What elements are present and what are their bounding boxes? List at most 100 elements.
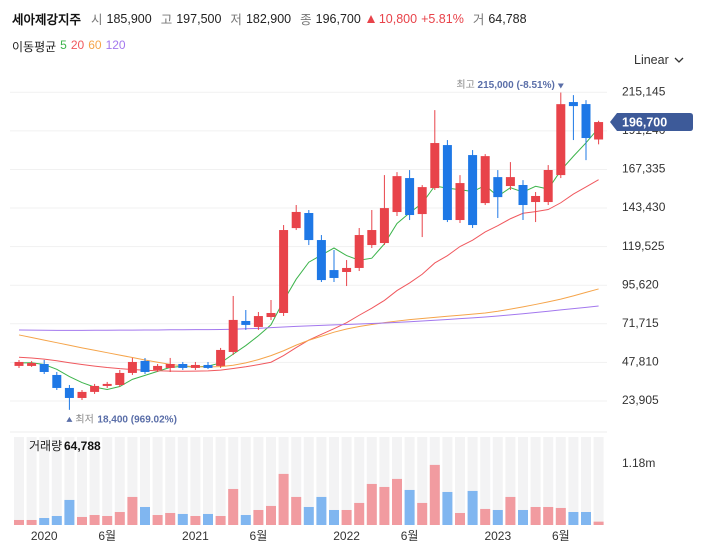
volume-bar [505, 496, 516, 525]
y-tick-label: 215,145 [622, 84, 666, 98]
volume-label: 거 [472, 13, 485, 27]
volume-bar [215, 515, 226, 525]
volume-bar [77, 516, 87, 525]
volume-bg [127, 437, 138, 525]
volume-bg [26, 437, 37, 525]
volume-bar [14, 519, 24, 525]
volume-bg [215, 437, 226, 525]
volume-bg [417, 437, 428, 525]
volume-bg [266, 437, 276, 525]
candle-body [367, 230, 377, 246]
volume-bar [392, 478, 402, 525]
ma-line [18, 288, 599, 368]
volume-bar [303, 506, 314, 525]
volume-bg [39, 437, 50, 525]
volume-bar [89, 515, 100, 525]
candle-body [329, 270, 339, 278]
volume-bg [555, 437, 566, 525]
candle-body [354, 235, 364, 268]
x-tick-label: 2023 [484, 529, 511, 543]
volume-bg [467, 437, 478, 525]
volume-bar [366, 483, 377, 525]
volume-bar [568, 512, 579, 525]
candle-body [405, 178, 415, 216]
volume-bg [228, 437, 239, 525]
volume-title-value: 64,788 [64, 439, 101, 453]
x-tick-label: 2022 [333, 529, 360, 543]
volume-bar [329, 509, 339, 525]
volume-bg [530, 437, 541, 525]
volume-bar [177, 513, 188, 525]
volume-bg [442, 437, 453, 525]
volume-bg [366, 437, 377, 525]
volume-bg [89, 437, 100, 525]
volume-bar [291, 496, 302, 525]
ma-line [18, 305, 599, 331]
candle-body [531, 195, 541, 203]
volume-bg [190, 437, 201, 525]
volume-bar [543, 506, 554, 525]
volume-bar [64, 499, 75, 525]
volume-bg [203, 437, 213, 525]
price-tag-label: 196,700 [622, 115, 667, 129]
y-tick-label: 23,905 [622, 393, 659, 407]
low-marker [66, 416, 73, 422]
y-tick-label: 143,430 [622, 200, 666, 214]
high-label: 고 [160, 13, 173, 27]
scale-control[interactable]: Linear [634, 53, 684, 67]
volume-bg [518, 437, 528, 525]
volume-bg [51, 437, 62, 525]
volume-bar [530, 506, 541, 525]
volume-bg [341, 437, 352, 525]
y-tick-label: 47,810 [622, 355, 659, 369]
y-tick-label: 119,525 [622, 239, 665, 253]
candle-body [52, 374, 62, 388]
volume-bg [177, 437, 188, 525]
scale-label[interactable]: Linear [634, 53, 669, 67]
volume-bar [316, 496, 327, 525]
candle-body [430, 143, 440, 189]
volume-bar [228, 488, 239, 525]
candle-body [64, 387, 74, 398]
candle-body [505, 177, 515, 187]
change-pct: +5.81% [421, 11, 464, 26]
candle-body [279, 230, 289, 313]
volume-bg [480, 437, 491, 525]
candle-body [594, 122, 604, 140]
candle-body [291, 211, 301, 229]
candle-body [127, 361, 137, 373]
volume-bg [455, 437, 465, 525]
volume-bar [518, 509, 528, 525]
volume-bar [417, 502, 428, 525]
candle-body [480, 156, 490, 204]
up-icon [366, 14, 375, 23]
volume-bg [505, 437, 516, 525]
candle-body [493, 177, 503, 198]
candle-body [77, 391, 87, 398]
close-value: 196,700 [315, 11, 361, 26]
volume-bg [77, 437, 87, 525]
volume-bg [253, 437, 264, 525]
candle-body [316, 240, 326, 281]
volume-bar [102, 515, 113, 525]
volume-bg [492, 437, 503, 525]
volume-title: 거래량 [29, 439, 62, 453]
volume-bg [354, 437, 365, 525]
candle-body [102, 383, 112, 386]
volume-bg [404, 437, 415, 525]
ma-line [18, 127, 599, 391]
ma-line [18, 179, 599, 372]
volume-bar [165, 512, 176, 525]
ma-legend: 이동평균 5 20 60 120 [12, 38, 126, 55]
volume-bg [392, 437, 402, 525]
volume-bg [278, 437, 289, 525]
volume-bar [341, 509, 352, 525]
volume-bar [114, 512, 125, 525]
volume-bg [152, 437, 163, 525]
volume-bar [429, 464, 440, 525]
candle-body [216, 349, 226, 366]
high-marker [557, 83, 564, 89]
volume-bar [266, 505, 276, 525]
volume-bg [303, 437, 314, 525]
